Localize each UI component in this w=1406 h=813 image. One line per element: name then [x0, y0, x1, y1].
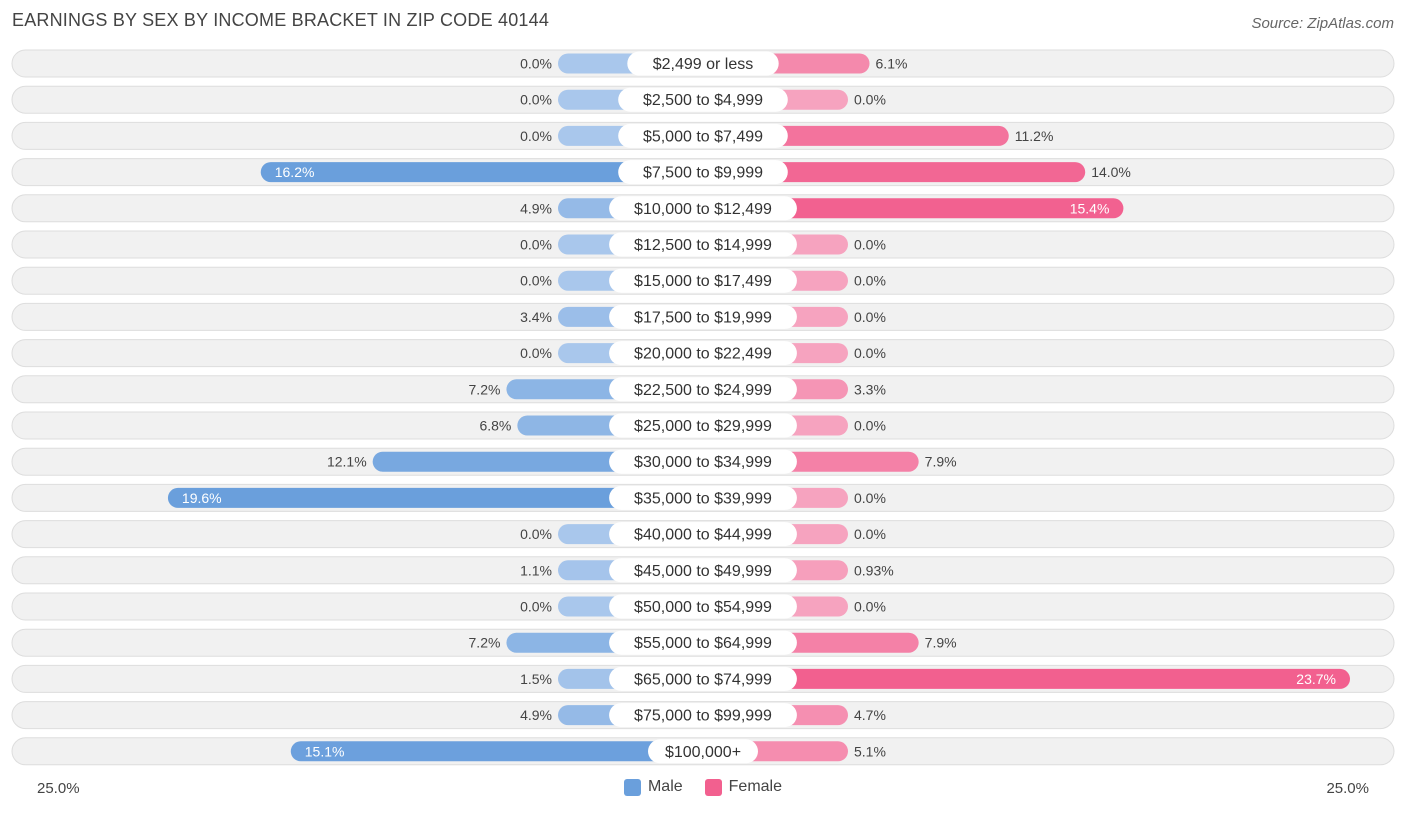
male-value-label: 0.0%	[520, 237, 552, 253]
category-pill	[609, 268, 797, 293]
category-pill	[609, 341, 797, 366]
male-value-label: 0.0%	[520, 128, 552, 144]
legend: Male Female	[0, 778, 1406, 796]
category-pill	[609, 630, 797, 655]
female-bar	[703, 198, 1124, 219]
legend-item-female[interactable]: Female	[704, 778, 783, 796]
female-value-label: 3.3%	[854, 381, 886, 397]
female-value-label: 0.0%	[854, 273, 886, 289]
legend-item-male[interactable]: Male	[623, 778, 683, 796]
axis-right-label: 25.0%	[1326, 780, 1369, 797]
category-pill	[618, 160, 788, 185]
male-bar	[290, 741, 703, 762]
female-value-label: 4.7%	[854, 707, 886, 723]
category-pill	[609, 558, 797, 583]
legend-male-label: Male	[647, 778, 683, 795]
female-value-label: 14.0%	[1091, 164, 1131, 180]
category-pill	[627, 51, 779, 76]
female-value-label: 0.0%	[854, 92, 886, 108]
category-pill	[609, 196, 797, 221]
category-pill	[609, 485, 797, 510]
female-value-label: 5.1%	[854, 743, 886, 759]
category-pill	[609, 232, 797, 257]
female-value-label: 23.7%	[1296, 671, 1336, 687]
category-pill	[609, 304, 797, 329]
category-pill	[609, 377, 797, 402]
male-value-label: 15.1%	[305, 743, 345, 759]
male-value-label: 0.0%	[520, 92, 552, 108]
category-label: $20,000 to $22,499	[634, 346, 772, 363]
male-value-label: 0.0%	[520, 526, 552, 542]
category-label: $12,500 to $14,999	[634, 237, 772, 254]
male-value-label: 0.0%	[520, 599, 552, 615]
category-pill	[609, 703, 797, 728]
category-label: $50,000 to $54,999	[634, 599, 772, 616]
male-bar	[167, 487, 704, 508]
category-pill	[648, 739, 758, 764]
female-value-label: 0.0%	[854, 490, 886, 506]
female-value-label: 0.93%	[854, 562, 894, 578]
male-value-label: 7.2%	[469, 635, 501, 651]
category-pill	[609, 666, 797, 691]
female-value-label: 0.0%	[854, 237, 886, 253]
category-label: $10,000 to $12,499	[634, 201, 772, 218]
category-label: $100,000+	[665, 744, 741, 761]
category-label: $40,000 to $44,999	[634, 527, 772, 544]
category-label: $17,500 to $19,999	[634, 309, 772, 326]
female-value-label: 11.2%	[1015, 128, 1054, 144]
male-value-label: 1.1%	[520, 562, 552, 578]
diverging-bar-chart: $2,499 or less 0.0% 6.1% $2,500 to $4,999 0.…	[11, 49, 1395, 766]
category-pill	[609, 449, 797, 474]
male-value-label: 0.0%	[520, 273, 552, 289]
category-label: $2,499 or less	[653, 56, 754, 73]
category-pill	[618, 123, 788, 148]
female-value-label: 7.9%	[925, 635, 957, 651]
category-label: $75,000 to $99,999	[634, 708, 772, 725]
category-pill	[609, 413, 797, 438]
male-value-label: 3.4%	[520, 309, 552, 325]
category-label: $45,000 to $49,999	[634, 563, 772, 580]
male-bar	[260, 162, 703, 183]
male-value-label: 7.2%	[469, 381, 501, 397]
male-value-label: 16.2%	[275, 164, 315, 180]
axis-left-label: 25.0%	[37, 780, 80, 797]
category-label: $65,000 to $74,999	[634, 671, 772, 688]
category-label: $35,000 to $39,999	[634, 490, 772, 507]
category-label: $7,500 to $9,999	[643, 165, 763, 182]
female-value-label: 0.0%	[854, 418, 886, 434]
female-value-label: 0.0%	[854, 526, 886, 542]
female-value-label: 0.0%	[854, 345, 886, 361]
male-value-label: 4.9%	[520, 707, 552, 723]
chart-title: EARNINGS BY SEX BY INCOME BRACKET IN ZIP…	[12, 10, 550, 30]
female-value-label: 6.1%	[876, 56, 908, 72]
female-bar	[703, 668, 1351, 689]
category-label: $5,000 to $7,499	[643, 128, 763, 145]
legend-female-label: Female	[728, 778, 783, 795]
category-label: $25,000 to $29,999	[634, 418, 772, 435]
male-swatch	[623, 778, 641, 796]
category-label: $2,500 to $4,999	[643, 92, 763, 109]
male-value-label: 6.8%	[479, 418, 511, 434]
category-label: $55,000 to $64,999	[634, 635, 772, 652]
category-label: $30,000 to $34,999	[634, 454, 772, 471]
category-label: $15,000 to $17,499	[634, 273, 772, 290]
female-swatch	[704, 778, 722, 796]
female-bar	[703, 162, 1086, 183]
male-value-label: 0.0%	[520, 345, 552, 361]
male-value-label: 12.1%	[327, 454, 367, 470]
female-value-label: 7.9%	[925, 454, 957, 470]
male-value-label: 4.9%	[520, 200, 552, 216]
female-value-label: 15.4%	[1070, 200, 1110, 216]
category-pill	[609, 522, 797, 547]
male-value-label: 1.5%	[520, 671, 552, 687]
category-label: $22,500 to $24,999	[634, 382, 772, 399]
source-note: Source: ZipAtlas.com	[1251, 15, 1394, 32]
female-value-label: 0.0%	[854, 599, 886, 615]
category-pill	[609, 594, 797, 619]
category-pill	[618, 87, 788, 112]
male-value-label: 0.0%	[520, 56, 552, 72]
male-value-label: 19.6%	[182, 490, 222, 506]
female-value-label: 0.0%	[854, 309, 886, 325]
